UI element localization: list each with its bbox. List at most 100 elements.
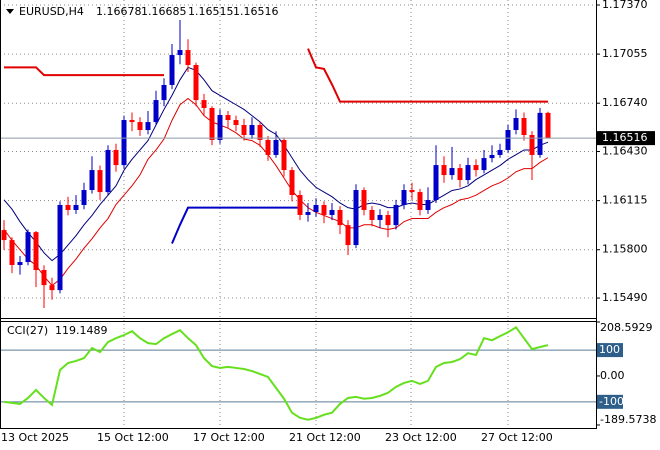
candle-body	[145, 122, 151, 131]
close-value: 1.16516	[233, 5, 279, 18]
candle-body	[137, 122, 143, 131]
y-tick-label: 1.17370	[602, 0, 648, 11]
candle-body	[185, 50, 191, 66]
candle-body	[241, 125, 247, 135]
candle-body	[401, 190, 407, 205]
candle-body	[393, 204, 399, 226]
candle-body	[473, 165, 479, 171]
candle-body	[257, 125, 263, 140]
low-value: 1.16515	[188, 5, 234, 18]
candle-body	[489, 154, 495, 159]
candle-body	[9, 240, 15, 265]
candle-body	[249, 125, 255, 135]
candle-body	[73, 204, 79, 210]
candle-body	[529, 134, 535, 155]
candle-body	[41, 269, 47, 286]
candle-body	[65, 204, 71, 210]
candle-body	[409, 190, 415, 193]
plot-layer	[0, 4, 596, 421]
candle-body	[209, 108, 215, 140]
candle-body	[481, 158, 487, 171]
candle-body	[1, 230, 7, 241]
current-price-label: 1.16516	[602, 131, 648, 144]
x-tick-label: 21 Oct 12:00	[289, 431, 361, 444]
candle-body	[33, 232, 39, 270]
collapse-icon[interactable]	[6, 9, 14, 14]
candle-body	[49, 285, 55, 291]
y-tick-label: 100	[599, 343, 620, 356]
candle-body	[169, 55, 175, 85]
candle-body	[385, 214, 391, 226]
x-tick-label: 15 Oct 12:00	[97, 431, 169, 444]
candle-body	[193, 65, 199, 101]
y-tick-label: -189.5738	[600, 413, 656, 426]
candle-body	[113, 149, 119, 166]
candle-body	[153, 100, 159, 123]
candle-body	[497, 149, 503, 155]
y-tick-label: -100	[599, 395, 624, 408]
candle-body	[465, 165, 471, 181]
candle-body	[521, 118, 527, 135]
candle-body	[225, 115, 231, 121]
indicator-line	[3, 97, 549, 287]
candle-body	[329, 209, 335, 215]
candle-body	[57, 204, 63, 291]
level-label-box	[597, 343, 623, 358]
candle-body	[177, 50, 183, 56]
candle-body	[441, 165, 447, 176]
candle-body	[505, 130, 511, 150]
candle-body	[449, 168, 455, 176]
cci-line	[3, 325, 549, 421]
indicator-line	[171, 206, 300, 244]
candle-body	[345, 225, 351, 246]
indicator-line	[4, 48, 548, 103]
y-tick-label: 208.5929	[600, 321, 653, 334]
candle-body	[361, 190, 367, 210]
candle-body	[25, 232, 31, 263]
x-tick-label: 23 Oct 12:00	[385, 431, 457, 444]
y-tick-label: 0.00	[600, 369, 625, 382]
candle-body	[17, 262, 23, 265]
candle-body	[89, 170, 95, 191]
candle-body	[233, 120, 239, 126]
day-separators	[123, 0, 509, 428]
candle-body	[417, 192, 423, 210]
x-tick-label: 13 Oct 2025	[1, 431, 69, 444]
level-label-box	[597, 394, 623, 409]
candle-body	[105, 149, 111, 193]
candle-body	[425, 199, 431, 210]
y-tick-label: 1.15490	[602, 291, 648, 304]
x-tick-label: 17 Oct 12:00	[193, 431, 265, 444]
y-tick-label: 1.16430	[602, 145, 648, 158]
candle-body	[337, 209, 343, 226]
candle-body	[545, 112, 551, 139]
candle-body	[81, 190, 87, 205]
candle-body	[313, 204, 319, 212]
candle-body	[97, 170, 103, 193]
candle-body	[217, 115, 223, 140]
candle-body	[537, 112, 543, 155]
candle-body	[265, 139, 271, 155]
candle-body	[201, 100, 207, 109]
candle-body	[289, 170, 295, 196]
y-tick-label: 1.16740	[602, 96, 648, 109]
candle-body	[281, 139, 287, 171]
x-tick-label: 27 Oct 12:00	[481, 431, 553, 444]
y-tick-label: 1.15800	[602, 243, 648, 256]
high-value: 1.16685	[141, 5, 187, 18]
candle-body	[121, 120, 127, 166]
candle-body	[457, 168, 463, 181]
candle-body	[433, 165, 439, 200]
candle-body	[129, 120, 135, 123]
y-tick-label: 1.17055	[602, 47, 648, 60]
candle-body	[369, 209, 375, 220]
candle-body	[321, 204, 327, 215]
current-price-box	[597, 131, 655, 146]
candle-body	[161, 84, 167, 101]
indicator-value: 119.1489	[55, 324, 108, 337]
candle-body	[305, 212, 311, 215]
symbol-label: EURUSD,H4	[19, 5, 84, 18]
candle-body	[513, 118, 519, 131]
